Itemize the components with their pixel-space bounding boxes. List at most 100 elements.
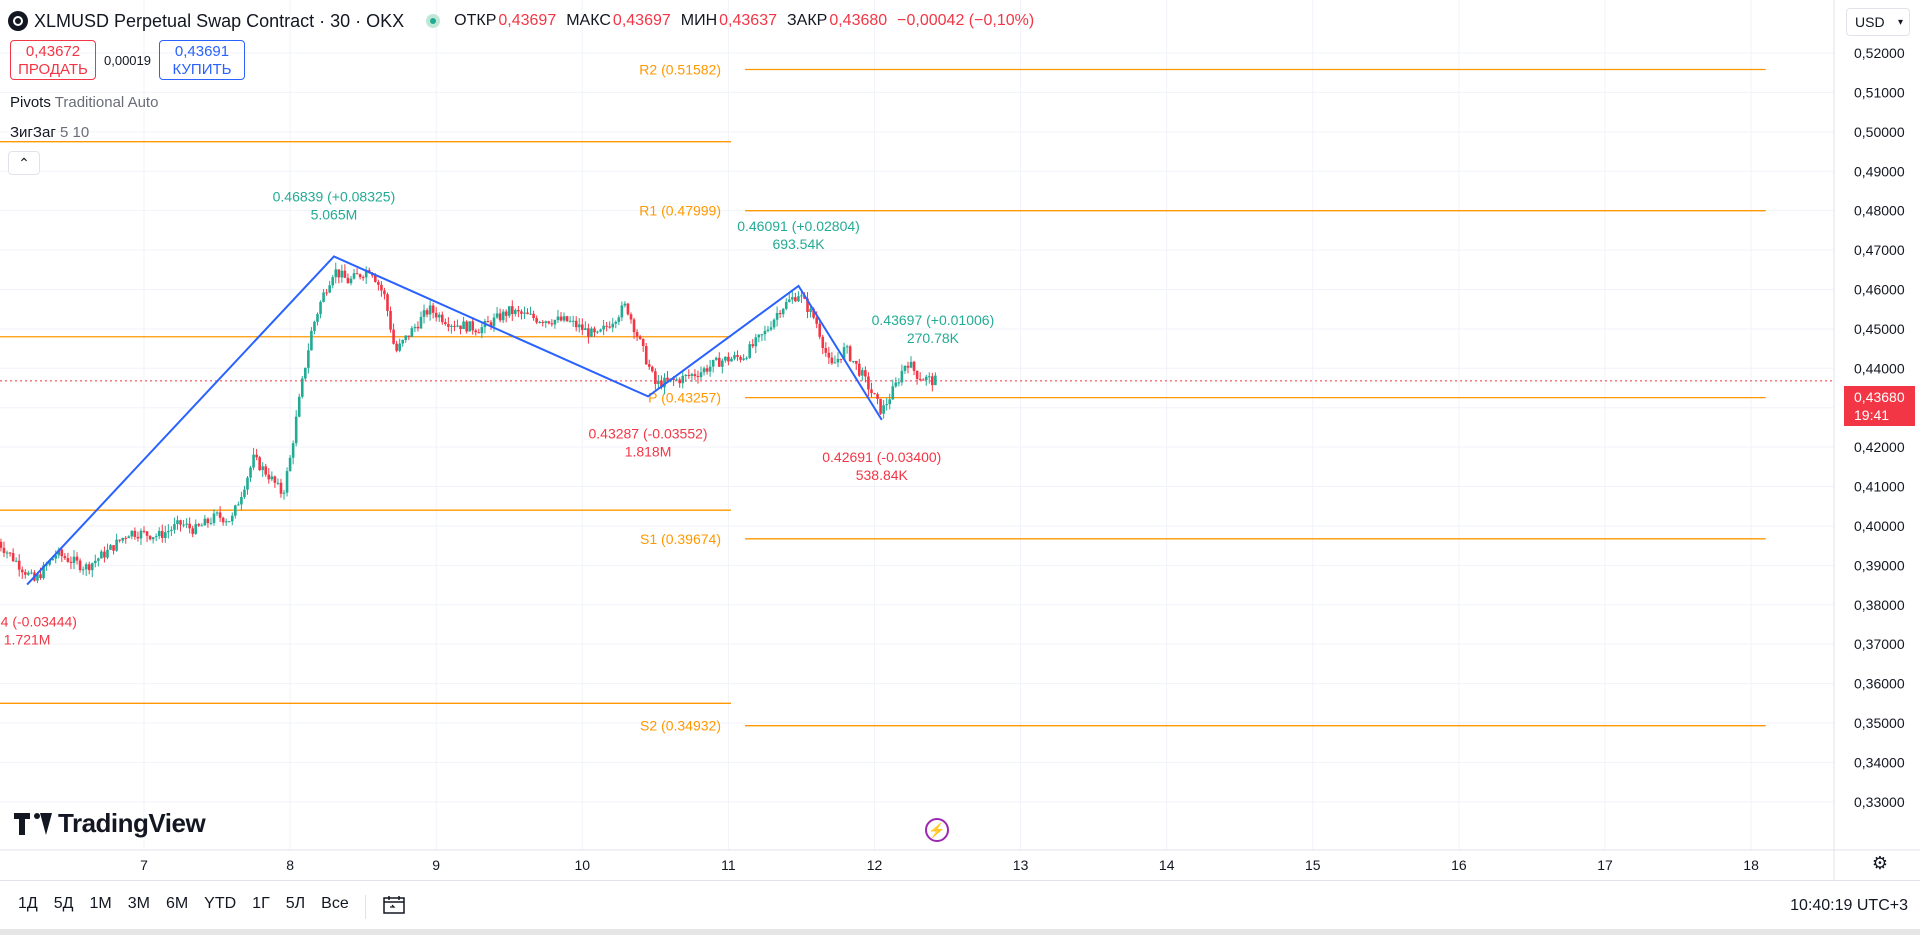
candle-body bbox=[641, 338, 645, 347]
candle-body bbox=[778, 312, 782, 315]
candle-body bbox=[857, 363, 861, 376]
candle-body bbox=[2, 547, 6, 553]
candle-body bbox=[587, 328, 590, 337]
zigzag-line bbox=[26, 255, 883, 586]
candle-body bbox=[666, 377, 669, 380]
symbol-title[interactable]: XLMUSD Perpetual Swap Contract · 30 · OK… bbox=[34, 10, 405, 31]
zigzag-value-label: 8514 (-0.03444) bbox=[0, 614, 77, 630]
candle-body bbox=[337, 269, 341, 278]
zigzag-value-label: 0.46091 (+0.02804) bbox=[737, 218, 860, 234]
candle-body bbox=[581, 324, 584, 331]
candle-body bbox=[288, 457, 292, 472]
last-price-value: 0,43680 bbox=[1854, 389, 1905, 405]
candle-body bbox=[322, 292, 325, 302]
candle-body bbox=[148, 535, 152, 540]
candle-body bbox=[541, 321, 545, 324]
price-tick-label: 0,50000 bbox=[1854, 124, 1905, 140]
candle-body bbox=[386, 294, 389, 311]
candle-body bbox=[136, 536, 140, 539]
candle-body bbox=[133, 530, 137, 537]
zigzag-volume-label: 1.721M bbox=[4, 632, 51, 648]
candle-body bbox=[544, 321, 548, 324]
range-1d[interactable]: 1Д bbox=[18, 895, 38, 912]
candle-body bbox=[733, 355, 736, 359]
candle-body bbox=[681, 375, 685, 384]
candle-body bbox=[27, 572, 30, 575]
range-1m[interactable]: 1М bbox=[89, 895, 112, 912]
range-ytd[interactable]: YTD bbox=[204, 895, 237, 912]
range-1y[interactable]: 1Г bbox=[252, 895, 270, 912]
indicator-zigzag[interactable]: ЗигЗаг 5 10 bbox=[10, 124, 89, 141]
time-tick-label: 15 bbox=[1305, 857, 1321, 873]
market-status-icon[interactable] bbox=[426, 14, 441, 28]
candle-body bbox=[69, 561, 73, 563]
pivot-label: R2 (0.51582) bbox=[639, 62, 721, 78]
candle-body bbox=[206, 518, 210, 524]
candle-body bbox=[124, 538, 128, 540]
candle-body bbox=[75, 556, 79, 561]
chart-legend-header: XLMUSD Perpetual Swap Contract · 30 · OK… bbox=[8, 8, 1044, 34]
candle-body bbox=[535, 318, 538, 323]
candle-body bbox=[90, 563, 94, 571]
range-3m[interactable]: 3М bbox=[127, 895, 150, 912]
candle-body bbox=[42, 565, 45, 579]
buy-button[interactable]: 0,43691 КУПИТЬ bbox=[159, 40, 245, 80]
time-tick-label: 13 bbox=[1013, 857, 1029, 873]
trade-panel: 0,43672 ПРОДАТЬ 0,00019 0,43691 КУПИТЬ bbox=[10, 40, 245, 80]
candle-body bbox=[791, 297, 794, 300]
range-6m[interactable]: 6М bbox=[165, 895, 189, 912]
candle-body bbox=[848, 346, 852, 361]
sell-button[interactable]: 0,43672 ПРОДАТЬ bbox=[10, 40, 96, 80]
candle-body bbox=[276, 482, 280, 484]
candle-body bbox=[888, 399, 892, 405]
candle-body bbox=[571, 320, 575, 322]
candle-body bbox=[270, 476, 274, 480]
candle-body bbox=[252, 454, 255, 468]
candle-body bbox=[230, 515, 234, 522]
range-5d[interactable]: 5Д bbox=[53, 895, 74, 912]
buy-label: КУПИТЬ bbox=[172, 61, 232, 78]
currency-select[interactable]: USD ▾ bbox=[1846, 8, 1910, 36]
time-tick-label: 8 bbox=[286, 857, 294, 873]
candle-body bbox=[526, 312, 529, 315]
price-tick-label: 0,41000 bbox=[1854, 479, 1905, 495]
candle-body bbox=[711, 359, 715, 367]
candle-body bbox=[297, 396, 301, 417]
candle-body bbox=[285, 471, 289, 493]
candle-body bbox=[319, 301, 322, 315]
candle-body bbox=[751, 344, 755, 347]
close-value: 0,43680 bbox=[829, 12, 888, 29]
range-all[interactable]: Все bbox=[321, 895, 349, 912]
candle-body bbox=[11, 553, 15, 562]
candle-body bbox=[608, 326, 611, 328]
price-chart[interactable]: R2 (0.51582) R1 (0.47999) P (0.43257) S1 (0… bbox=[0, 0, 1920, 880]
collapse-legend-button[interactable]: ⌃ bbox=[8, 151, 40, 175]
candle-body bbox=[51, 558, 54, 561]
candle-body bbox=[492, 317, 496, 327]
candle-body bbox=[349, 278, 353, 284]
zigzag-value-label: 0.43287 (-0.03552) bbox=[588, 425, 707, 441]
chevron-down-icon: ▾ bbox=[1897, 16, 1903, 28]
zigzag-volume-label: 1.818M bbox=[625, 443, 672, 459]
lightning-icon[interactable]: ⚡ bbox=[925, 818, 949, 842]
candle-body bbox=[577, 324, 581, 328]
tradingview-logo[interactable]: TradingView bbox=[14, 808, 206, 839]
time-tick-label: 11 bbox=[721, 857, 736, 873]
gear-icon[interactable]: ⚙ bbox=[1871, 853, 1889, 873]
zigzag-name: ЗигЗаг bbox=[10, 124, 56, 141]
candle-body bbox=[724, 356, 727, 361]
candle-body bbox=[209, 522, 213, 524]
clock-timezone[interactable]: 10:40:19 UTC+3 bbox=[1790, 897, 1908, 914]
candle-body bbox=[331, 277, 335, 286]
candle-body bbox=[361, 277, 365, 279]
range-5y[interactable]: 5Л bbox=[285, 895, 306, 912]
indicator-pivots[interactable]: Pivots Traditional Auto bbox=[10, 94, 158, 111]
candle-body bbox=[444, 322, 447, 325]
pivots-name: Pivots bbox=[10, 94, 51, 111]
candle-body bbox=[437, 314, 441, 318]
calendar-range-icon[interactable] bbox=[374, 895, 414, 920]
high-value: 0,43697 bbox=[612, 12, 671, 29]
candle-body bbox=[87, 564, 91, 571]
candle-body bbox=[714, 357, 718, 360]
candle-body bbox=[900, 370, 904, 383]
